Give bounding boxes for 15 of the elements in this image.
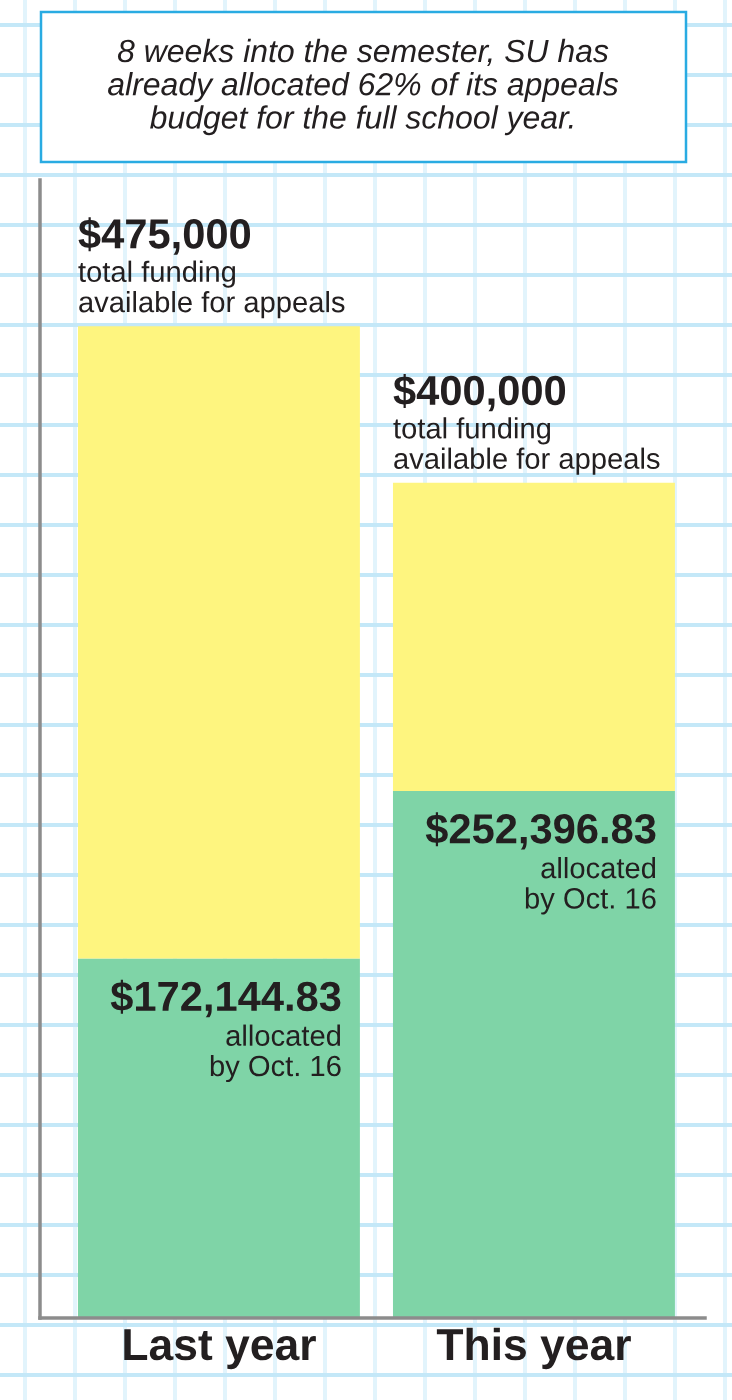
bar xyxy=(77,326,360,959)
chart-title: 8 weeks into the semester, SU has already allocated 62% of its appeals budget for the full school year. xyxy=(108,38,619,136)
x-tick-label: Last year xyxy=(124,1329,316,1370)
bar xyxy=(392,482,675,791)
data-label: $172,144.83 xyxy=(110,979,341,1018)
x-tick-label: This year xyxy=(436,1327,631,1370)
total-label: $475,000 xyxy=(78,217,251,255)
annotation: allocated by Oct. 16 xyxy=(210,1024,341,1083)
data-label: $252,396.83 xyxy=(425,812,656,850)
total-label: $400,000 xyxy=(393,373,566,412)
annotation: total funding available for appeals xyxy=(78,260,345,319)
annotation: total funding available for appeals xyxy=(393,417,660,475)
bar xyxy=(392,790,675,1318)
annotation: allocated by Oct. 16 xyxy=(525,856,656,915)
bar xyxy=(77,958,360,1318)
